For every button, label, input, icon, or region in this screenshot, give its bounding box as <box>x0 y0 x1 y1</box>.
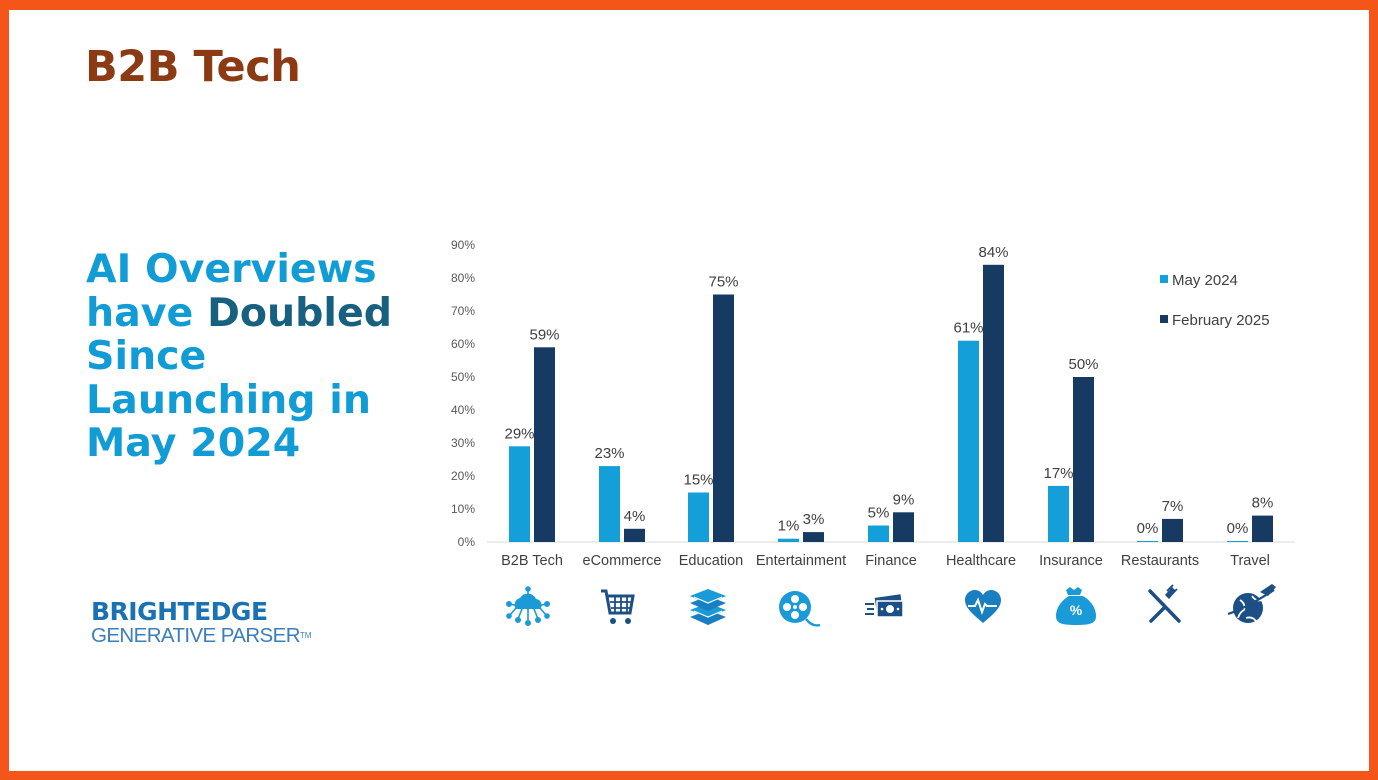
legend-label: May 2024 <box>1172 272 1238 289</box>
data-label: 59% <box>529 326 559 343</box>
data-label: 5% <box>868 505 890 522</box>
category-label: Entertainment <box>756 553 846 569</box>
data-label: 29% <box>504 425 534 442</box>
y-tick-label: 80% <box>451 271 475 285</box>
y-tick-label: 0% <box>458 535 476 549</box>
y-tick-label: 10% <box>451 502 475 516</box>
legend-swatch <box>1160 315 1168 323</box>
data-label: 1% <box>778 518 800 535</box>
bar-may-2024 <box>1227 541 1248 542</box>
category-label: eCommerce <box>583 553 662 569</box>
bar-february-2025 <box>534 347 555 542</box>
logo-trademark: TM <box>299 631 312 640</box>
fork-knife-icon <box>1148 584 1181 623</box>
data-label: 15% <box>683 472 713 489</box>
data-label: 50% <box>1068 356 1098 373</box>
bar-february-2025 <box>1073 377 1094 542</box>
brightedge-logo: BRIGHTEDGE GENERATIVE PARSERTM <box>91 598 311 646</box>
category-label: Education <box>679 553 744 569</box>
data-label: 8% <box>1252 495 1274 512</box>
bar-february-2025 <box>713 294 734 542</box>
headline-text-2: Since Launching in May 2024 <box>86 333 371 466</box>
data-label: 23% <box>594 445 624 462</box>
heart-pulse-icon <box>965 590 1001 623</box>
y-axis: 0% 10% 20% 30% 40% 50% 60% 70% 80% 90% <box>451 238 475 549</box>
data-label: 3% <box>803 511 825 528</box>
y-tick-label: 30% <box>451 436 475 450</box>
bar-february-2025 <box>983 264 1004 542</box>
data-label: 4% <box>624 508 646 525</box>
bar-february-2025 <box>803 532 824 542</box>
data-label: 0% <box>1227 520 1249 537</box>
y-tick-label: 20% <box>451 469 475 483</box>
category-label: B2B Tech <box>501 553 563 569</box>
category-label: Healthcare <box>946 553 1016 569</box>
bars: 29% 23% 15% 1% 5% 61% 17% 0% 0% 59% 4% 75% 3% 9% 84% 50… <box>504 244 1273 542</box>
logo-subtitle: GENERATIVE PARSERTM <box>91 624 312 647</box>
bar-february-2025 <box>624 528 645 542</box>
data-label: 75% <box>708 274 738 291</box>
shopping-cart-icon <box>601 589 635 624</box>
category-label: Insurance <box>1039 553 1103 569</box>
bar-february-2025 <box>1162 518 1183 542</box>
money-icon <box>865 594 904 618</box>
data-label: 0% <box>1137 520 1159 537</box>
data-label: 7% <box>1162 498 1184 515</box>
bar-may-2024 <box>958 340 979 542</box>
bar-may-2024 <box>1137 541 1158 542</box>
data-label: 9% <box>893 491 915 508</box>
slide-title: B2B Tech <box>85 42 301 92</box>
category-labels: B2B Tech eCommerce Education Entertainment F… <box>501 553 1270 569</box>
bar-may-2024 <box>868 525 889 542</box>
headline-text-1: AI Overviews have <box>86 246 377 336</box>
y-tick-label: 40% <box>451 403 475 417</box>
data-label: 61% <box>953 320 983 337</box>
y-tick-label: 70% <box>451 304 475 318</box>
headline: AI Overviews have Doubled Since Launchin… <box>86 246 416 466</box>
y-tick-label: 50% <box>451 370 475 384</box>
data-label: 17% <box>1043 465 1073 482</box>
category-label: Travel <box>1230 553 1270 569</box>
books-icon <box>690 589 726 625</box>
legend: May 2024 February 2025 <box>1160 272 1270 329</box>
legend-swatch <box>1160 275 1168 283</box>
film-reel-icon <box>779 591 821 627</box>
logo-wordmark: BRIGHTEDGE <box>91 597 268 626</box>
svg-text:%: % <box>1070 602 1083 618</box>
bar-may-2024 <box>1048 485 1069 542</box>
cloud-network-icon <box>505 586 550 627</box>
headline-emphasis: Doubled <box>207 289 393 336</box>
logo-subtitle-text: GENERATIVE PARSER <box>91 624 301 647</box>
globe-plane-icon <box>1227 584 1276 623</box>
bar-may-2024 <box>509 446 530 542</box>
bar-may-2024 <box>688 492 709 542</box>
bar-february-2025 <box>893 512 914 542</box>
category-label: Restaurants <box>1121 553 1199 569</box>
data-label: 84% <box>978 244 1008 261</box>
bar-february-2025 <box>1252 515 1273 542</box>
y-tick-label: 60% <box>451 337 475 351</box>
category-label: Finance <box>865 553 917 569</box>
legend-label: February 2025 <box>1172 312 1270 329</box>
bar-may-2024 <box>778 538 799 542</box>
money-bag-percent-icon: % <box>1056 587 1096 625</box>
bar-may-2024 <box>599 466 620 542</box>
y-tick-label: 90% <box>451 238 475 252</box>
